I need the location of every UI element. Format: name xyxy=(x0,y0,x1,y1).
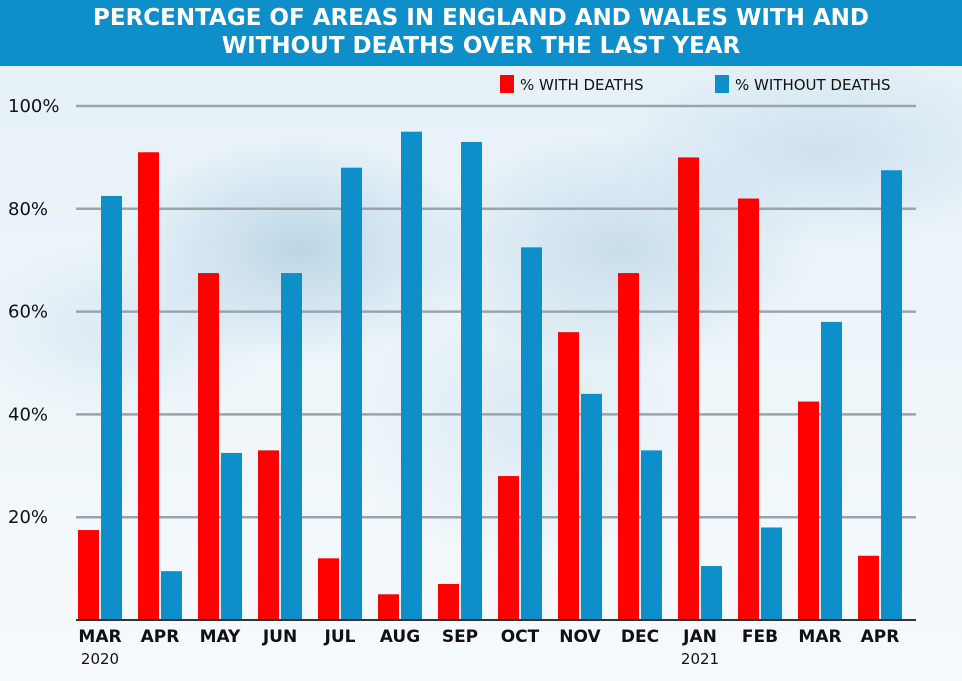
legend-label-without-deaths: % WITHOUT DEATHS xyxy=(735,76,891,94)
x-tick-label: APR xyxy=(861,627,900,647)
bar-without-deaths-5 xyxy=(401,131,422,620)
bar-with-deaths-11 xyxy=(738,198,759,620)
x-tick-label: JUL xyxy=(324,627,356,647)
year-label: 2021 xyxy=(681,650,719,668)
bar-without-deaths-13 xyxy=(881,170,902,620)
bar-without-deaths-10 xyxy=(701,566,722,620)
x-tick-label: AUG xyxy=(380,627,420,647)
x-tick-label: MAR xyxy=(78,627,121,647)
title-bar: PERCENTAGE OF AREAS IN ENGLAND AND WALES… xyxy=(0,0,962,66)
bar-with-deaths-7 xyxy=(498,476,519,620)
chart-title-line-1: PERCENTAGE OF AREAS IN ENGLAND AND WALES… xyxy=(93,5,869,31)
bar-without-deaths-1 xyxy=(161,571,182,620)
y-tick-label: 80% xyxy=(8,199,48,220)
x-tick-label: OCT xyxy=(501,627,540,647)
bar-with-deaths-12 xyxy=(798,401,819,620)
x-tick-label: MAR xyxy=(798,627,841,647)
bar-without-deaths-8 xyxy=(581,393,602,620)
bar-with-deaths-3 xyxy=(258,450,279,620)
y-tick-label: 40% xyxy=(8,404,48,425)
chart-title: PERCENTAGE OF AREAS IN ENGLAND AND WALES… xyxy=(0,4,962,60)
bar-with-deaths-8 xyxy=(558,332,579,620)
legend-swatch-without-deaths xyxy=(715,75,729,93)
x-tick-label: SEP xyxy=(442,627,478,647)
year-label: 2020 xyxy=(81,650,119,668)
bar-without-deaths-2 xyxy=(221,452,242,620)
y-axis-ticks: 20% 40% 60% 80% 100% xyxy=(8,96,59,528)
x-tick-label: JAN xyxy=(682,627,717,647)
x-axis-labels: MAR APR MAY JUN JUL AUG SEP OCT NOV DEC JAN FEB MAR A… xyxy=(78,627,899,668)
x-tick-label: DEC xyxy=(621,627,659,647)
bar-with-deaths-1 xyxy=(138,152,159,620)
bar-without-deaths-4 xyxy=(341,167,362,620)
bar-without-deaths-0 xyxy=(101,195,122,620)
x-tick-label: JUN xyxy=(262,627,297,647)
legend-label-with-deaths: % WITH DEATHS xyxy=(520,76,644,94)
bar-without-deaths-9 xyxy=(641,450,662,620)
bar-with-deaths-9 xyxy=(618,273,639,620)
bar-without-deaths-3 xyxy=(281,273,302,620)
bar-with-deaths-0 xyxy=(78,530,99,620)
y-tick-label: 60% xyxy=(8,302,48,323)
y-tick-label: 20% xyxy=(8,507,48,528)
bar-without-deaths-12 xyxy=(821,321,842,620)
x-tick-label: NOV xyxy=(559,627,601,647)
bar-with-deaths-4 xyxy=(318,558,339,620)
legend-swatch-with-deaths xyxy=(500,75,514,93)
bar-without-deaths-7 xyxy=(521,247,542,620)
y-tick-label: 100% xyxy=(8,96,59,117)
chart-title-line-2: WITHOUT DEATHS OVER THE LAST YEAR xyxy=(221,33,741,59)
bar-without-deaths-6 xyxy=(461,141,482,621)
x-tick-label: APR xyxy=(141,627,180,647)
bar-with-deaths-5 xyxy=(378,594,399,620)
bar-without-deaths-11 xyxy=(761,527,782,620)
legend: % WITH DEATHS % WITHOUT DEATHS xyxy=(500,75,891,94)
bar-with-deaths-2 xyxy=(198,273,219,620)
bar-with-deaths-13 xyxy=(858,555,879,620)
x-tick-label: FEB xyxy=(742,627,778,647)
x-tick-label: MAY xyxy=(200,627,241,647)
bar-with-deaths-6 xyxy=(438,584,459,620)
bars xyxy=(78,131,902,621)
bar-with-deaths-10 xyxy=(678,157,699,620)
